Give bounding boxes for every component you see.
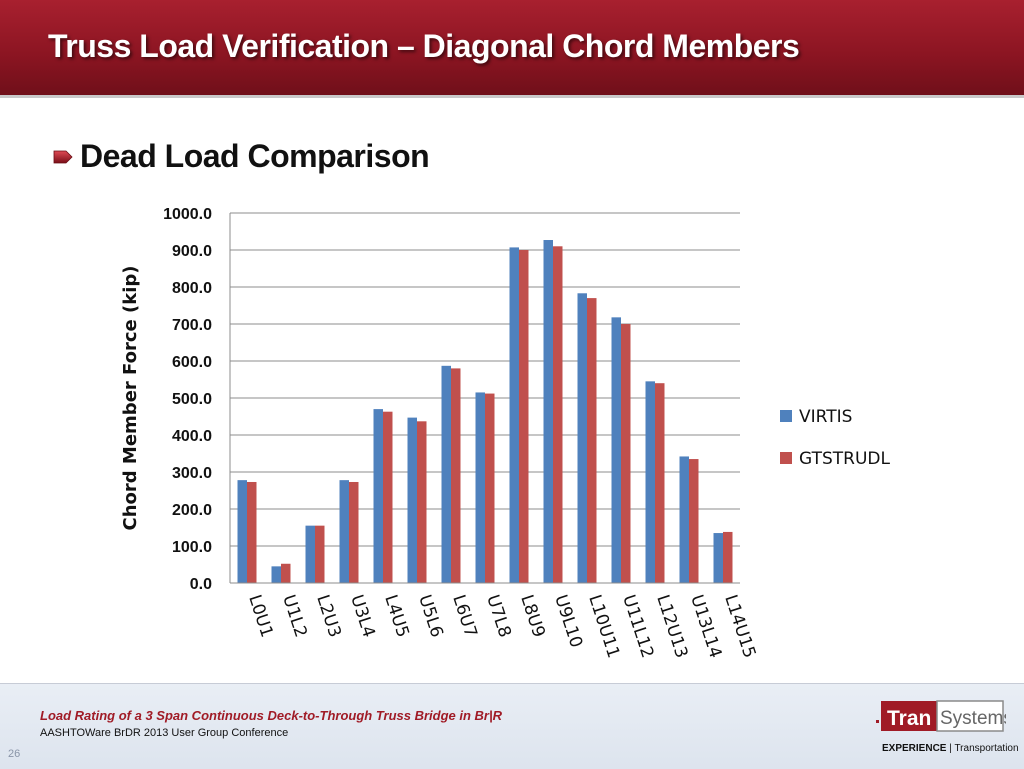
bar-gtstrudl-l0u1	[247, 481, 257, 583]
x-tick-label: L12U13	[652, 592, 691, 660]
title-bar: Truss Load Verification – Diagonal Chord…	[0, 0, 1024, 98]
legend-label-gtstrudl: GTSTRUDL	[799, 449, 890, 469]
bar-virtis-u3l4	[339, 480, 349, 583]
bar-gtstrudl-l4u5	[383, 411, 393, 583]
bar-virtis-l10u11	[577, 293, 587, 583]
x-tick-label: U11L12	[618, 592, 657, 660]
bar-chart: 0.0 100.0 200.0 300.0 400.0 500.0 600.0 700.0 80…	[120, 206, 890, 661]
x-tick-label: L14U15	[720, 592, 759, 660]
y-tick-label: 800.0	[172, 280, 212, 297]
bar-virtis-l8u9	[509, 247, 519, 583]
y-tick-label: 0.0	[190, 576, 212, 593]
bar-gtstrudl-l14u15	[723, 531, 733, 583]
footer-subtitle: AASHTOWare BrDR 2013 User Group Conferen…	[40, 727, 289, 739]
bar-virtis-u7l8	[475, 392, 485, 583]
x-tick-label: L2U3	[312, 592, 344, 640]
bar-gtstrudl-l12u13	[655, 383, 665, 583]
y-tick-label: 400.0	[172, 428, 212, 445]
bar-gtstrudl-u9l10	[553, 246, 563, 584]
x-tick-label: U7L8	[482, 592, 514, 640]
y-tick-label: 1000.0	[163, 206, 212, 223]
bar-virtis-l0u1	[237, 480, 247, 583]
x-tick-label: L0U1	[244, 592, 276, 640]
footer-title: Load Rating of a 3 Span Continuous Deck-…	[40, 708, 503, 723]
y-tick-label: 700.0	[172, 317, 212, 334]
logo-text-systems: Systems	[940, 708, 1006, 729]
x-tick-label: U5L6	[414, 592, 446, 640]
x-tick-label: U13L14	[686, 592, 725, 660]
bullet-item: Dead Load Comparison	[52, 138, 430, 175]
bar-gtstrudl-l10u11	[587, 298, 597, 583]
bar-gtstrudl-u1l2	[281, 563, 291, 583]
bar-virtis-u5l6	[407, 417, 417, 583]
x-tick-label: L6U7	[448, 592, 480, 640]
x-tick-label: U1L2	[278, 592, 310, 640]
bar-virtis-l2u3	[305, 525, 315, 583]
bar-gtstrudl-l6u7	[451, 368, 461, 583]
page-number: 26	[8, 748, 21, 760]
bar-gtstrudl-u3l4	[349, 481, 359, 583]
bar-gtstrudl-l8u9	[519, 250, 529, 583]
bar-virtis-l4u5	[373, 409, 383, 583]
bar-virtis-u9l10	[543, 240, 553, 583]
tagline-rest: | Transportation	[946, 743, 1019, 754]
y-axis-title: Chord Member Force (kip)	[120, 266, 141, 531]
bar-virtis-u11l12	[611, 317, 621, 583]
x-tick-label: U9L10	[550, 592, 586, 650]
y-tick-label: 600.0	[172, 354, 212, 371]
slide-title: Truss Load Verification – Diagonal Chord…	[48, 28, 800, 64]
bar-virtis-l14u15	[713, 533, 723, 583]
transystems-logo: Tran Systems	[876, 700, 1006, 732]
bar-gtstrudl-u13l14	[689, 459, 699, 583]
y-tick-label: 200.0	[172, 502, 212, 519]
x-tick-label: L10U11	[584, 592, 623, 660]
bar-virtis-l12u13	[645, 381, 655, 583]
x-tick-label: L8U9	[516, 592, 548, 640]
bar-gtstrudl-u5l6	[417, 421, 427, 583]
tagline: EXPERIENCE | Transportation	[882, 743, 1019, 754]
bullet-arrow-icon	[53, 150, 73, 163]
y-tick-label: 900.0	[172, 243, 212, 260]
y-tick-label: 500.0	[172, 391, 212, 408]
bar-gtstrudl-u11l12	[621, 324, 631, 583]
legend-swatch-gtstrudl	[780, 452, 792, 464]
bar-virtis-u1l2	[271, 566, 281, 583]
footer-bar	[0, 683, 1024, 769]
bar-gtstrudl-u7l8	[485, 393, 495, 583]
bar-virtis-l6u7	[441, 365, 451, 583]
bullet-text: Dead Load Comparison	[80, 138, 430, 174]
bar-gtstrudl-l2u3	[315, 525, 325, 583]
logo-text-tran: Tran	[887, 707, 931, 730]
y-tick-label: 100.0	[172, 539, 212, 556]
legend-label-virtis: VIRTIS	[799, 407, 852, 427]
x-tick-label: L4U5	[380, 592, 412, 640]
legend-swatch-virtis	[780, 410, 792, 422]
y-tick-label: 300.0	[172, 465, 212, 482]
bar-virtis-u13l14	[679, 456, 689, 583]
tagline-bold: EXPERIENCE	[882, 743, 947, 754]
x-tick-label: U3L4	[346, 592, 378, 640]
